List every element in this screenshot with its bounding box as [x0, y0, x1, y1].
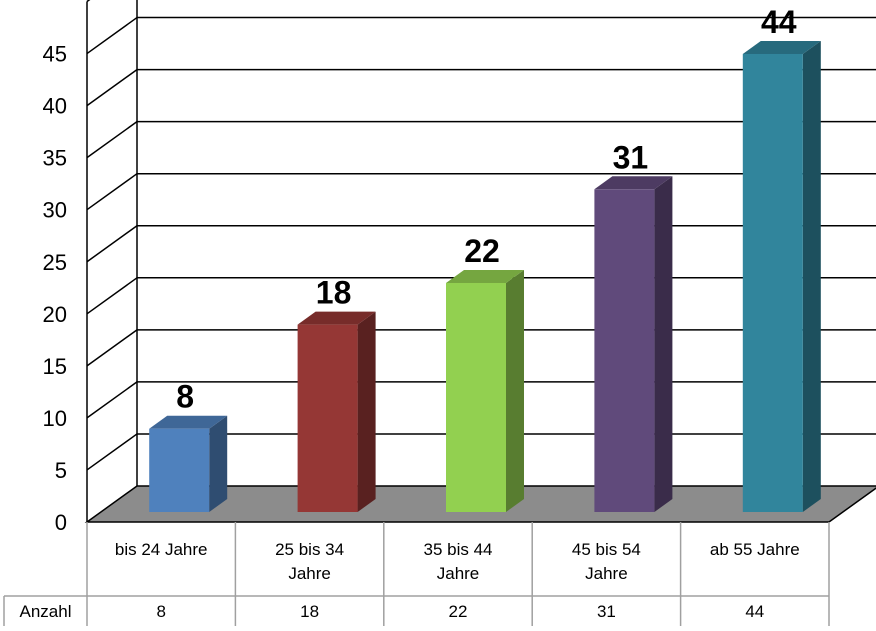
y-tick-label: 25 — [43, 250, 67, 275]
bar-side — [357, 311, 376, 512]
bar — [446, 269, 524, 512]
bar — [594, 176, 673, 513]
x-category-label: Jahre — [288, 564, 331, 583]
y-tick-label: 5 — [55, 458, 67, 483]
y-tick-label: 40 — [43, 94, 67, 119]
table-cell: 8 — [156, 602, 165, 621]
table-cell: 44 — [745, 602, 764, 621]
bar-top — [594, 176, 673, 190]
gridline — [86, 16, 876, 55]
data-label: 22 — [464, 233, 500, 269]
bar — [149, 415, 228, 512]
bar-top — [149, 415, 228, 429]
data-table: bis 24 Jahre 25 bis 34 Jahre 35 bis 44 Jahre… — [3, 522, 830, 626]
x-category-label: ab 55 Jahre — [710, 540, 800, 559]
bar-top — [446, 269, 524, 283]
data-label: 8 — [176, 379, 194, 415]
bar — [297, 311, 376, 512]
table-row-header: Anzahl — [20, 602, 72, 621]
data-label: 18 — [316, 275, 352, 311]
bar-side — [506, 269, 524, 512]
table-cell: 18 — [300, 602, 319, 621]
bar-front — [297, 324, 358, 512]
bar-side — [209, 415, 228, 512]
bar-top — [742, 40, 821, 54]
bar-side — [802, 40, 821, 513]
bar-side — [654, 176, 673, 513]
table-cell: 31 — [597, 602, 616, 621]
x-category-label: bis 24 Jahre — [115, 540, 208, 559]
bars — [149, 40, 821, 513]
data-label: 44 — [761, 4, 797, 40]
y-tick-label: 10 — [43, 406, 67, 431]
bar-front — [594, 189, 655, 513]
y-axis-ticks: 0 5 10 15 20 25 30 35 40 45 — [43, 42, 67, 535]
y-tick-label: 35 — [43, 146, 67, 171]
bar — [742, 40, 821, 513]
x-category-label: 25 bis 34 — [275, 540, 344, 559]
y-tick-label: 0 — [55, 510, 67, 535]
bar-top — [297, 311, 376, 325]
data-label: 31 — [613, 139, 649, 175]
x-category-label: Jahre — [585, 564, 628, 583]
x-category-label: 45 bis 54 — [572, 540, 641, 559]
data-labels: 8 18 22 31 44 — [176, 4, 796, 415]
bar-front — [149, 428, 210, 512]
y-tick-label: 45 — [43, 42, 67, 67]
table-cell: 22 — [449, 602, 468, 621]
y-tick-label: 15 — [43, 354, 67, 379]
bar-front — [742, 53, 803, 513]
y-tick-label: 20 — [43, 302, 67, 327]
x-category-label: Jahre — [437, 564, 480, 583]
x-category-label: 35 bis 44 — [424, 540, 493, 559]
bar-front — [446, 282, 506, 512]
y-tick-label: 30 — [43, 198, 67, 223]
gridline-top — [86, 0, 91, 3]
